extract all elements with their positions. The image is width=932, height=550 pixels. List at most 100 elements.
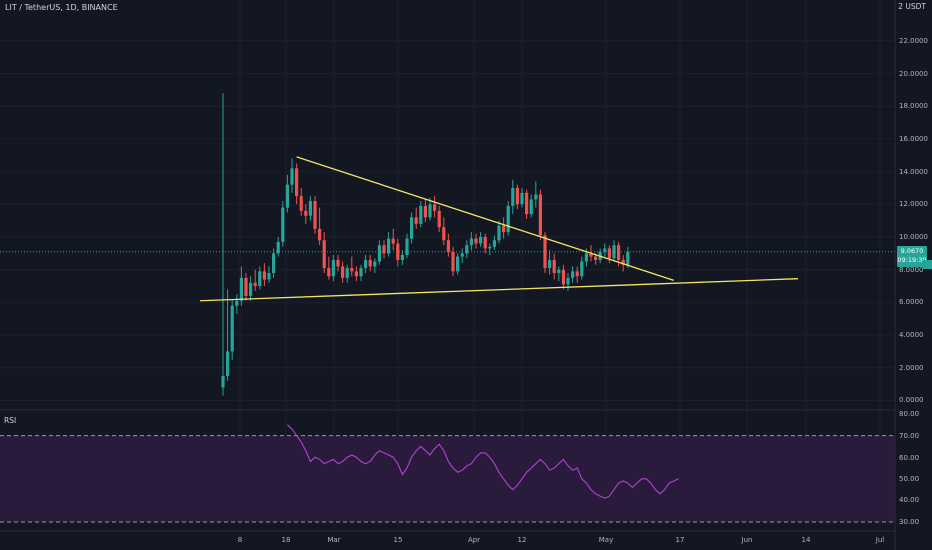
- price-axis-marker: [923, 260, 932, 269]
- bar-countdown: 09:19:39: [897, 256, 927, 264]
- candle-body: [594, 256, 598, 260]
- candle-body: [359, 268, 363, 277]
- candle-body: [538, 194, 542, 236]
- candle-body: [626, 251, 630, 265]
- price-axis-label: 10.0000: [899, 233, 928, 241]
- candle-body: [497, 225, 501, 241]
- trendline-ascending[interactable]: [199, 278, 799, 302]
- candle-body: [267, 272, 271, 280]
- rsi-axis-label: 30.00: [899, 518, 920, 526]
- currency-label: 2 USDT: [898, 2, 926, 11]
- candle-body: [235, 300, 239, 306]
- candle-body: [318, 228, 322, 241]
- candle-body: [387, 238, 391, 254]
- candle-body: [451, 251, 455, 272]
- time-axis-label: 17: [675, 536, 685, 544]
- candle-body: [446, 240, 450, 252]
- rsi-line: [287, 424, 679, 499]
- candle-body: [456, 256, 460, 272]
- price-axis-label: 20.0000: [899, 70, 928, 78]
- candle-body: [226, 351, 230, 376]
- candle-body: [244, 277, 248, 296]
- candle-body: [281, 207, 285, 242]
- price-axis-label: 18.0000: [899, 102, 928, 110]
- current-price-value: 9.0670: [900, 247, 924, 255]
- candle-body: [290, 168, 294, 185]
- rsi-label[interactable]: RSI: [4, 416, 17, 425]
- candle-body: [373, 261, 377, 267]
- candle-body: [419, 205, 423, 224]
- candle-body: [612, 245, 616, 259]
- price-axis-label: 22.0000: [899, 37, 928, 45]
- candle-body: [428, 204, 432, 218]
- time-axis-label: May: [598, 536, 614, 544]
- time-axis-label: 15: [393, 536, 403, 544]
- time-axis-label: Apr: [467, 536, 481, 544]
- time-axis-label: 14: [801, 536, 811, 544]
- candle-body: [405, 238, 409, 255]
- candle-body: [230, 305, 234, 352]
- currency-top: 2: [898, 2, 903, 11]
- candle-body: [221, 375, 225, 388]
- candle-body: [492, 240, 496, 247]
- candle-body: [552, 259, 556, 273]
- rsi-axis-label: 70.00: [899, 432, 920, 440]
- candle-body: [511, 187, 515, 206]
- candle-body: [566, 277, 570, 285]
- price-axis-label: 2.0000: [899, 364, 924, 372]
- candle-body: [557, 269, 561, 273]
- price-axis-label: 8.0000: [899, 266, 924, 274]
- candle-body: [276, 241, 280, 254]
- candle-body: [249, 282, 253, 296]
- current-price-badge: 9.0670 09:19:39: [897, 246, 927, 267]
- trendline-descending[interactable]: [296, 156, 675, 281]
- candle-body: [414, 217, 418, 224]
- candle-body: [377, 245, 381, 262]
- price-axis-label: 16.0000: [899, 135, 928, 143]
- candle-body: [584, 253, 588, 262]
- candle-body: [488, 246, 492, 249]
- candle-body: [354, 271, 358, 277]
- currency-code: USDT: [905, 2, 926, 11]
- candle-body: [304, 210, 308, 216]
- candle-body: [469, 238, 473, 246]
- candle-body: [382, 245, 386, 254]
- candle-body: [520, 192, 524, 205]
- candle-body: [561, 269, 565, 285]
- candle-body: [442, 227, 446, 241]
- trendlines[interactable]: [199, 156, 799, 302]
- price-axis-label: 6.0000: [899, 298, 924, 306]
- candle-body: [465, 245, 469, 254]
- rsi-band: [0, 435, 895, 522]
- candle-body: [391, 238, 395, 244]
- candle-body: [607, 248, 611, 259]
- candle-body: [336, 259, 340, 267]
- candle-body: [299, 196, 303, 211]
- candle-body: [258, 271, 262, 287]
- candle-body: [327, 268, 331, 277]
- price-axis-label: 12.0000: [899, 200, 928, 208]
- rsi-axis-label: 50.00: [899, 475, 920, 483]
- candle-body: [543, 235, 547, 269]
- candle-body: [575, 271, 579, 277]
- candle-body: [437, 210, 441, 228]
- symbol-title[interactable]: LIT / TetherUS, 1D, BINANCE: [5, 3, 118, 12]
- candle-body: [295, 168, 299, 197]
- candle-body: [460, 253, 464, 257]
- candle-body: [368, 259, 372, 267]
- price-axis-label: 0.0000: [899, 396, 924, 404]
- candle-body: [479, 237, 483, 244]
- candle-body: [515, 187, 519, 205]
- candle-body: [571, 271, 575, 278]
- candle-body: [483, 237, 487, 249]
- candles: [221, 93, 630, 396]
- candle-body: [433, 204, 437, 211]
- candle-body: [396, 243, 400, 260]
- candle-body: [603, 248, 607, 252]
- candle-body: [548, 259, 552, 269]
- candle-body: [322, 240, 326, 269]
- candle-body: [364, 259, 368, 269]
- candle-body: [400, 254, 404, 260]
- candle-body: [345, 268, 349, 278]
